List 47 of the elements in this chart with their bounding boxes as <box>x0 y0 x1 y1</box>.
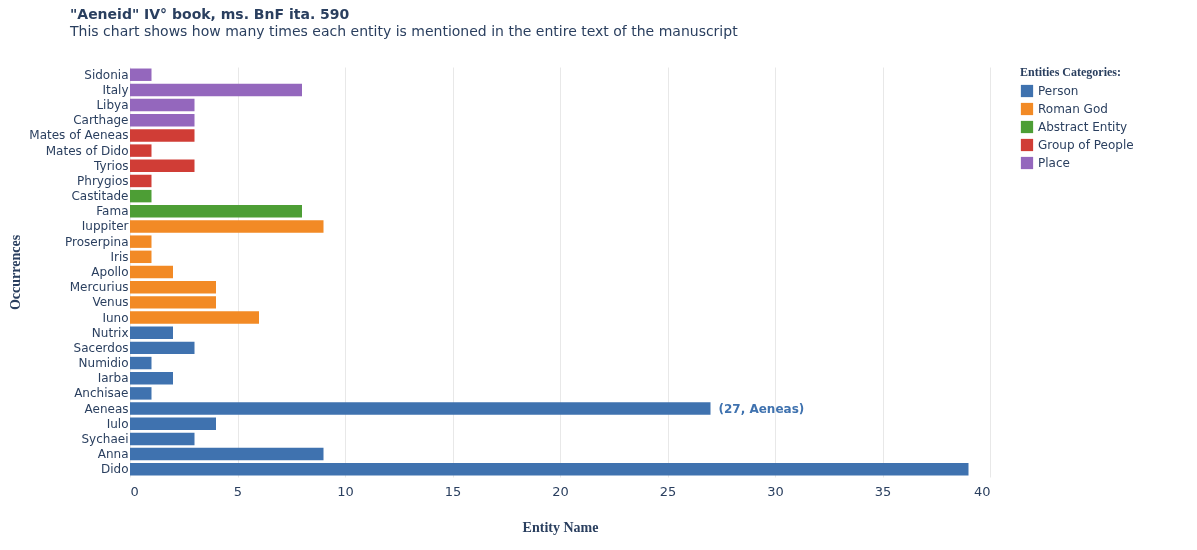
y-tick-label: Mates of Dido <box>45 143 129 158</box>
legend-label: Roman God <box>1038 102 1108 116</box>
x-tick-label: 35 <box>874 483 892 499</box>
y-tick-label: Iris <box>110 249 129 264</box>
y-tick-label: Aeneas <box>84 401 129 416</box>
y-tick-label: Iuno <box>102 310 129 325</box>
x-tick-label: 0 <box>130 483 139 499</box>
x-tick-label: 40 <box>973 483 991 499</box>
legend-label: Person <box>1038 84 1079 98</box>
x-tick-label: 10 <box>337 483 354 499</box>
y-tick-label: Sacerdos <box>73 340 129 355</box>
y-tick-label: Venus <box>92 295 129 310</box>
legend-label: Abstract Entity <box>1038 120 1128 134</box>
legend-label: Place <box>1038 156 1070 170</box>
y-tick-label: Tyrios <box>93 158 129 173</box>
y-tick-label: Proserpina <box>64 234 129 249</box>
x-tick-label: 30 <box>767 483 784 499</box>
y-tick-label: Dido <box>100 462 129 477</box>
x-tick-label: 20 <box>552 483 569 499</box>
y-tick-label: Nutrix <box>91 325 129 340</box>
y-tick-label: Iulo <box>106 416 129 431</box>
y-tick-label: Italy <box>102 82 129 97</box>
y-tick-label: Anna <box>97 447 129 462</box>
chart-title: "Aeneid" IV° book, ms. BnF ita. 590 <box>70 6 350 22</box>
y-tick-label: Libya <box>96 98 129 113</box>
x-tick-label: 5 <box>233 483 243 499</box>
y-tick-label: Apollo <box>91 265 129 279</box>
x-tick-label: 25 <box>659 483 677 499</box>
x-axis-title: Entity Name <box>522 519 599 535</box>
y-tick-label: Mates of Aeneas <box>29 128 129 143</box>
y-tick-label: Anchisae <box>74 386 129 401</box>
y-tick-label: Phrygios <box>77 173 129 188</box>
y-tick-label: Iarba <box>97 371 129 386</box>
x-tick-label: 15 <box>444 483 462 499</box>
legend-label: Group of People <box>1038 138 1134 152</box>
y-tick-label: Sidonia <box>84 67 129 82</box>
y-tick-label: Mercurius <box>69 280 129 295</box>
y-tick-label: Numidio <box>78 356 129 371</box>
y-tick-label: Carthage <box>73 113 129 128</box>
y-tick-label: Iuppiter <box>81 219 129 234</box>
y-tick-label: Sychaei <box>81 431 129 446</box>
y-tick-label: Castitade <box>71 189 129 204</box>
annotation: (27, Aeneas) <box>718 401 805 416</box>
y-axis-title: Occurrences <box>8 234 24 311</box>
legend-title: Entities Categories: <box>1020 65 1121 79</box>
y-tick-label: Fama <box>96 204 129 219</box>
chart-subtitle: This chart shows how many times each entity is mentioned in the entire text of the manuscript <box>69 23 739 39</box>
